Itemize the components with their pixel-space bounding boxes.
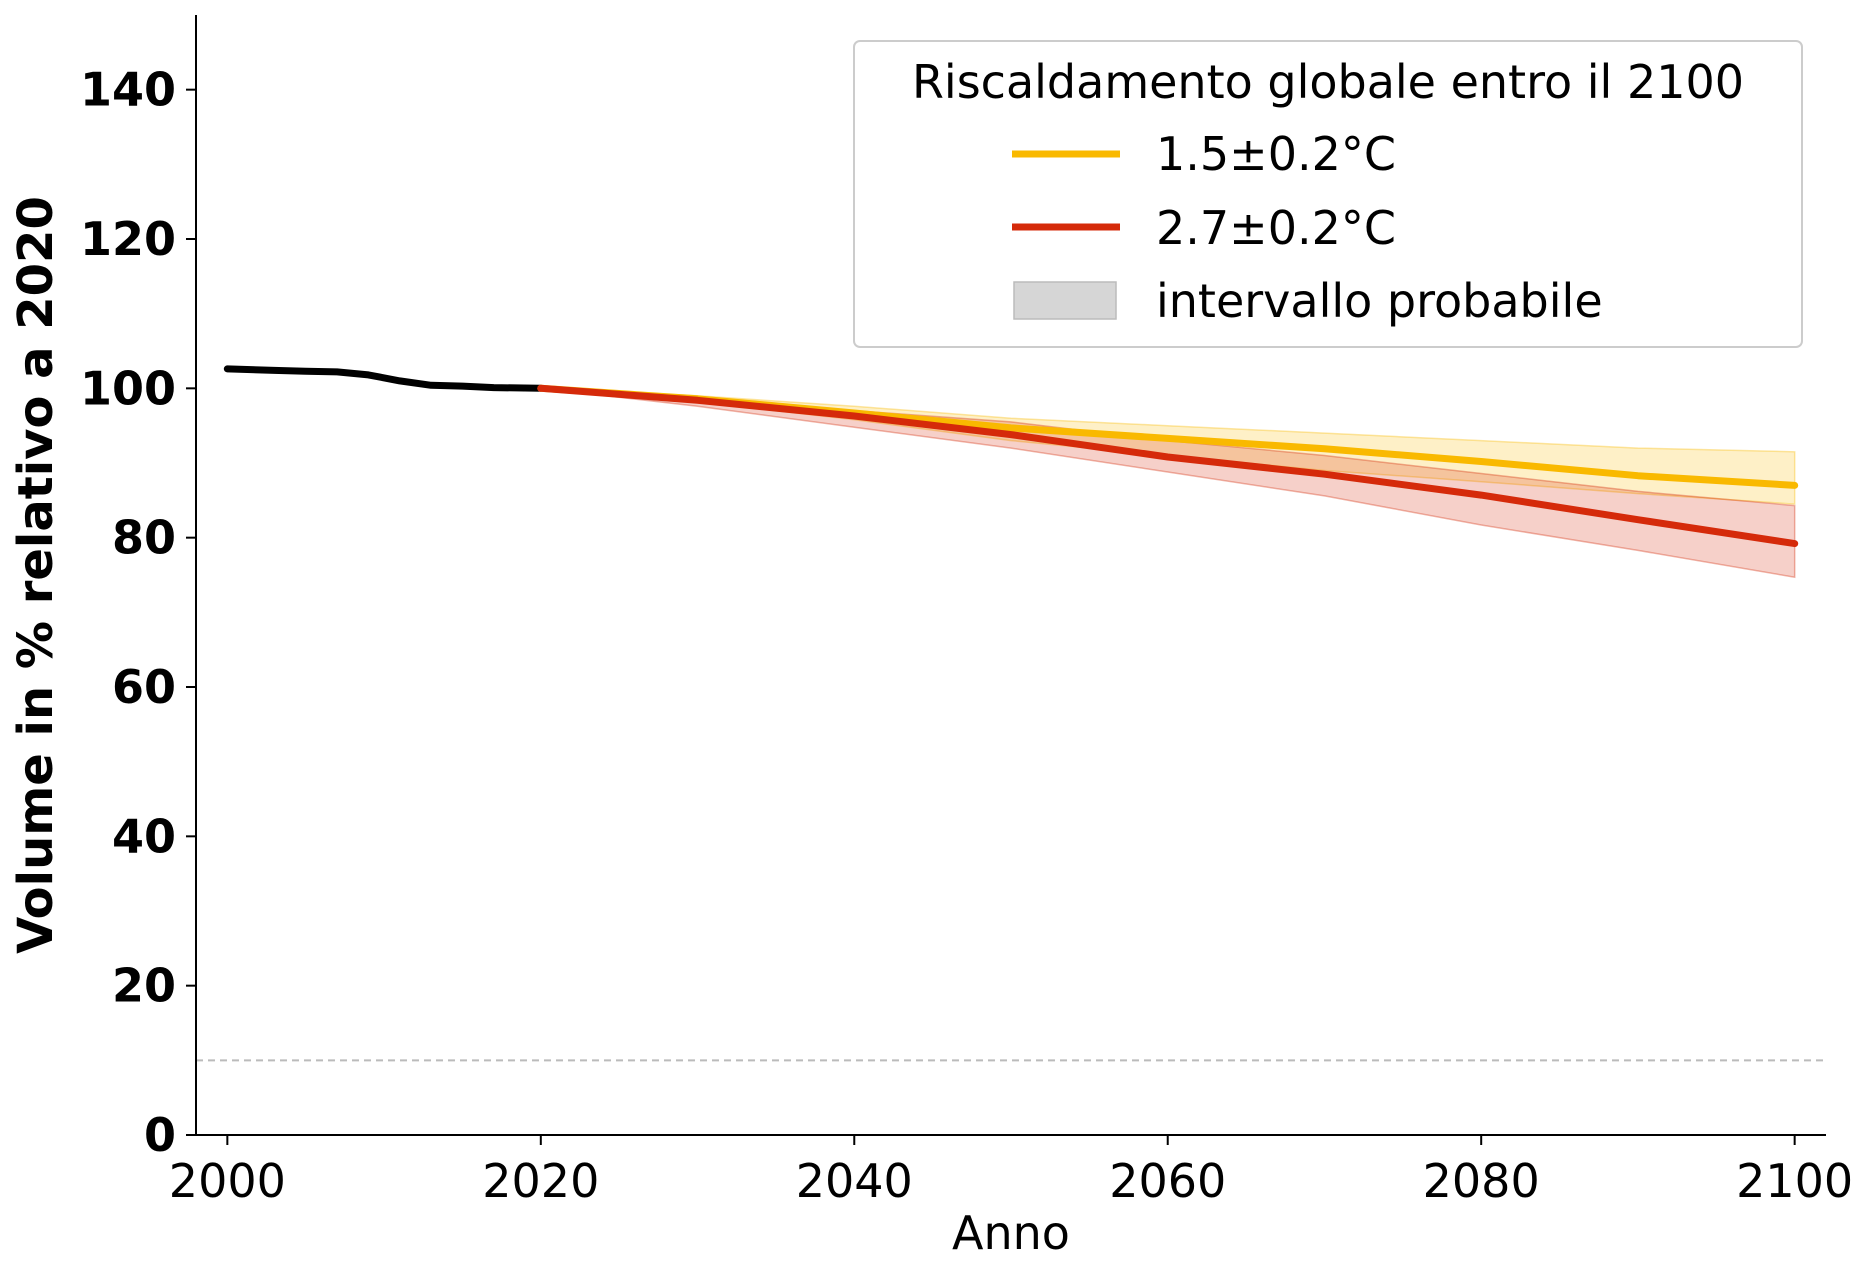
legend-label-band: intervallo probabile bbox=[1156, 274, 1603, 328]
y-tick-label-80: 80 bbox=[112, 511, 176, 565]
y-tick-label-0: 0 bbox=[144, 1108, 176, 1162]
y-tick-label-60: 60 bbox=[112, 660, 176, 714]
x-tick-label-2040: 2040 bbox=[796, 1154, 913, 1208]
legend-swatch-band bbox=[1013, 281, 1117, 320]
series-line-2-7-0-2-C bbox=[537, 384, 1799, 548]
x-tick-label-2020: 2020 bbox=[482, 1154, 599, 1208]
series-line-observed bbox=[223, 365, 545, 392]
legend-title: Riscaldamento globale entro il 2100 bbox=[912, 55, 1744, 109]
x-tick-label-2060: 2060 bbox=[1109, 1154, 1226, 1208]
y-tick-label-140: 140 bbox=[80, 63, 176, 117]
y-tick-label-120: 120 bbox=[80, 212, 176, 266]
legend-label-1-5: 1.5±0.2°C bbox=[1156, 127, 1396, 181]
axes bbox=[195, 15, 1826, 1136]
x-axis-title: Anno bbox=[952, 1206, 1070, 1260]
x-tick-label-2100: 2100 bbox=[1736, 1154, 1853, 1208]
legend: Riscaldamento globale entro il 2100 1.5±… bbox=[853, 40, 1803, 348]
x-tick-label-2000: 2000 bbox=[169, 1154, 286, 1208]
legend-label-2-7: 2.7±0.2°C bbox=[1156, 201, 1396, 255]
legend-frame bbox=[853, 40, 1803, 348]
uncertainty-bands bbox=[540, 387, 1796, 579]
series-lines bbox=[223, 365, 1799, 548]
y-ticks: 0 20 40 60 80 100 120 140 bbox=[80, 63, 196, 1162]
x-ticks: 2000 2020 2040 2060 2080 2100 bbox=[169, 1135, 1853, 1208]
x-tick-label-2080: 2080 bbox=[1423, 1154, 1540, 1208]
y-axis-title: Volume in % relativo a 2020 bbox=[8, 196, 64, 954]
y-tick-label-20: 20 bbox=[112, 959, 176, 1013]
y-tick-label-40: 40 bbox=[112, 809, 176, 863]
y-tick-label-100: 100 bbox=[80, 361, 176, 415]
